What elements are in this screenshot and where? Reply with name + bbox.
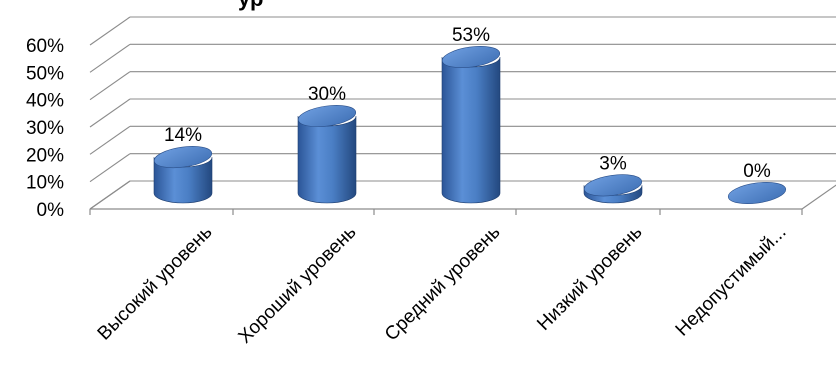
bar <box>153 146 213 204</box>
data-label: 14% <box>164 125 202 146</box>
gridline-side <box>89 153 131 183</box>
y-tick-label: 50% <box>26 63 64 84</box>
chart-walls <box>89 180 836 215</box>
data-label: 53% <box>452 25 490 46</box>
bar <box>583 174 643 204</box>
category-label: Низкий уровень <box>533 222 646 335</box>
bar <box>297 105 357 204</box>
bars <box>153 46 787 204</box>
bar-top <box>297 105 357 128</box>
category-label: Хороший уровень <box>235 222 361 348</box>
category-label: Недопустимый... <box>672 222 791 341</box>
y-tick-label: 20% <box>26 145 64 166</box>
gridline-side <box>89 71 131 101</box>
data-label: 3% <box>599 153 627 174</box>
y-tick-label: 10% <box>26 173 64 194</box>
side-wall-edge <box>89 180 131 210</box>
x-axis-categories: Высокий уровень Хороший уровень Средний ур… <box>94 222 791 348</box>
gridline-side <box>89 125 131 155</box>
bar-body <box>297 115 357 204</box>
data-label: 0% <box>743 161 771 182</box>
data-label: 30% <box>308 84 346 105</box>
bar-top <box>153 146 213 169</box>
y-tick-label: 40% <box>26 91 64 112</box>
data-labels: 14% 30% 53% 3% 0% <box>164 25 771 182</box>
y-tick-label: 0% <box>37 200 65 221</box>
chart-title-fragment: ур <box>238 0 263 11</box>
gridline-side <box>89 98 131 128</box>
y-tick-label: 30% <box>26 118 64 139</box>
bar <box>441 46 501 204</box>
bar-top <box>583 174 643 197</box>
category-label: Высокий уровень <box>94 222 217 345</box>
bar <box>727 182 787 204</box>
floor-right-edge <box>801 184 836 210</box>
category-label: Средний уровень <box>381 222 505 346</box>
bar-top <box>727 182 787 204</box>
y-tick-label: 60% <box>26 36 64 57</box>
bar-body <box>441 56 501 204</box>
gridline-side <box>89 43 131 73</box>
y-axis-ticks: 0% 10% 20% 30% 40% 50% 60% <box>26 36 64 221</box>
gridline-side <box>89 16 131 46</box>
bar-top <box>441 46 501 68</box>
